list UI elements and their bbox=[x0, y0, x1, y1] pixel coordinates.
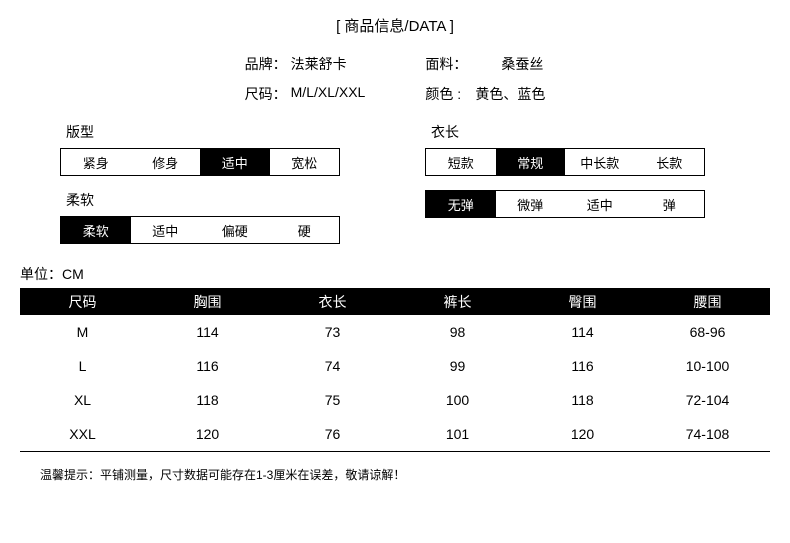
sel-col-left: 版型 紧身修身适中宽松 柔软 柔软适中偏硬硬 bbox=[60, 122, 365, 258]
table-cell: 100 bbox=[395, 383, 520, 417]
table-row: XL1187510011872-104 bbox=[20, 383, 770, 417]
fit-title: 版型 bbox=[60, 122, 365, 142]
color-label: 颜色 : bbox=[425, 84, 467, 104]
length-option[interactable]: 中长款 bbox=[565, 149, 635, 175]
table-cell: 76 bbox=[270, 417, 395, 451]
page-title: [ 商品信息/DATA ] bbox=[20, 15, 770, 36]
table-cell: 73 bbox=[270, 315, 395, 349]
table-cell: 101 bbox=[395, 417, 520, 451]
length-option[interactable]: 常规 bbox=[496, 149, 566, 175]
table-row: M114739811468-96 bbox=[20, 315, 770, 349]
stretch-option[interactable]: 微弹 bbox=[496, 191, 566, 217]
info-grid: 品牌： 法莱舒卡 尺码： M/L/XL/XXL 面料： 桑蚕丝 颜色 : 黄色、… bbox=[20, 54, 770, 104]
table-cell: 74 bbox=[270, 349, 395, 383]
fit-selector: 紧身修身适中宽松 bbox=[60, 148, 340, 176]
fit-option[interactable]: 紧身 bbox=[61, 149, 131, 175]
selectors: 版型 紧身修身适中宽松 柔软 柔软适中偏硬硬 衣长 短款常规中长款长款 无弹微弹… bbox=[20, 122, 770, 258]
material-value: 桑蚕丝 bbox=[501, 54, 543, 74]
table-cell: 75 bbox=[270, 383, 395, 417]
info-row-brand: 品牌： 法莱舒卡 bbox=[245, 54, 366, 74]
table-cell: 114 bbox=[145, 315, 270, 349]
length-selector: 短款常规中长款长款 bbox=[425, 148, 705, 176]
table-cell: XXL bbox=[20, 417, 145, 451]
table-header-cell: 裤长 bbox=[395, 289, 520, 315]
stretch-selector: 无弹微弹适中弹 bbox=[425, 190, 705, 218]
table-cell: 74-108 bbox=[645, 417, 770, 451]
sel-group-fit: 版型 紧身修身适中宽松 bbox=[60, 122, 365, 176]
stretch-option[interactable]: 弹 bbox=[635, 191, 705, 217]
table-cell: XL bbox=[20, 383, 145, 417]
stretch-option[interactable]: 适中 bbox=[565, 191, 635, 217]
table-cell: 120 bbox=[520, 417, 645, 451]
info-row-color: 颜色 : 黄色、蓝色 bbox=[425, 84, 545, 104]
fit-option[interactable]: 修身 bbox=[131, 149, 201, 175]
table-cell: 116 bbox=[520, 349, 645, 383]
sel-col-right: 衣长 短款常规中长款长款 无弹微弹适中弹 bbox=[425, 122, 730, 258]
table-cell: 68-96 bbox=[645, 315, 770, 349]
table-header-cell: 尺码 bbox=[20, 289, 145, 315]
softness-option[interactable]: 硬 bbox=[270, 217, 340, 243]
stretch-option[interactable]: 无弹 bbox=[426, 191, 496, 217]
table-cell: 114 bbox=[520, 315, 645, 349]
table-cell: 120 bbox=[145, 417, 270, 451]
material-label: 面料： bbox=[425, 54, 467, 74]
table-cell: 116 bbox=[145, 349, 270, 383]
info-row-size: 尺码： M/L/XL/XXL bbox=[245, 84, 366, 104]
softness-option[interactable]: 偏硬 bbox=[200, 217, 270, 243]
table-header-cell: 胸围 bbox=[145, 289, 270, 315]
table-header-cell: 臀围 bbox=[520, 289, 645, 315]
softness-title: 柔软 bbox=[60, 190, 365, 210]
fit-option[interactable]: 宽松 bbox=[270, 149, 340, 175]
table-cell: 98 bbox=[395, 315, 520, 349]
length-title: 衣长 bbox=[425, 122, 730, 142]
sel-group-length: 衣长 短款常规中长款长款 bbox=[425, 122, 730, 176]
size-body: M114739811468-96L116749911610-100XL11875… bbox=[20, 315, 770, 451]
softness-option[interactable]: 柔软 bbox=[61, 217, 131, 243]
sel-group-stretch: 无弹微弹适中弹 bbox=[425, 190, 730, 218]
size-label: 尺码： bbox=[245, 84, 287, 104]
table-row: XXL1207610112074-108 bbox=[20, 417, 770, 451]
info-row-material: 面料： 桑蚕丝 bbox=[425, 54, 545, 74]
table-cell: 99 bbox=[395, 349, 520, 383]
length-option[interactable]: 长款 bbox=[635, 149, 705, 175]
brand-label: 品牌： bbox=[245, 54, 287, 74]
info-right: 面料： 桑蚕丝 颜色 : 黄色、蓝色 bbox=[425, 54, 545, 104]
length-option[interactable]: 短款 bbox=[426, 149, 496, 175]
table-header-cell: 衣长 bbox=[270, 289, 395, 315]
table-cell: 72-104 bbox=[645, 383, 770, 417]
table-cell: M bbox=[20, 315, 145, 349]
table-cell: 118 bbox=[145, 383, 270, 417]
table-header-cell: 腰围 bbox=[645, 289, 770, 315]
brand-value: 法莱舒卡 bbox=[291, 54, 347, 74]
unit-label: 单位：CM bbox=[20, 264, 770, 284]
table-row: L116749911610-100 bbox=[20, 349, 770, 383]
table-cell: 10-100 bbox=[645, 349, 770, 383]
note: 温馨提示：平铺测量，尺寸数据可能存在1-3厘米在误差，敬请谅解！ bbox=[20, 466, 770, 483]
table-cell: 118 bbox=[520, 383, 645, 417]
table-cell: L bbox=[20, 349, 145, 383]
softness-option[interactable]: 适中 bbox=[131, 217, 201, 243]
fit-option[interactable]: 适中 bbox=[200, 149, 270, 175]
info-left: 品牌： 法莱舒卡 尺码： M/L/XL/XXL bbox=[245, 54, 366, 104]
size-table: 尺码胸围衣长裤长臀围腰围 M114739811468-96L1167499116… bbox=[20, 288, 770, 452]
color-value: 黄色、蓝色 bbox=[475, 84, 545, 104]
size-header: 尺码胸围衣长裤长臀围腰围 bbox=[20, 289, 770, 315]
softness-selector: 柔软适中偏硬硬 bbox=[60, 216, 340, 244]
sel-group-softness: 柔软 柔软适中偏硬硬 bbox=[60, 190, 365, 244]
size-value: M/L/XL/XXL bbox=[291, 84, 366, 104]
